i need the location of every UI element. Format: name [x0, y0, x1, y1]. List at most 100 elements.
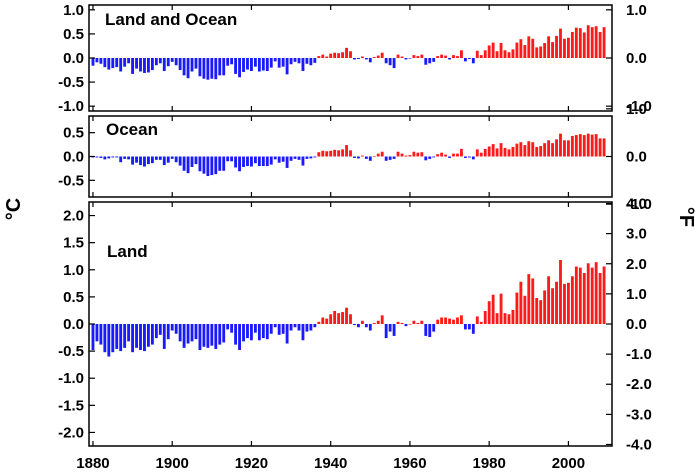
bar-1955	[388, 156, 392, 160]
bar-1880	[91, 58, 95, 66]
bar-1883	[103, 324, 107, 353]
bar-1943	[341, 312, 344, 324]
bar-1936	[313, 58, 317, 63]
right-tick-label: -4.0	[626, 436, 652, 453]
bar-1931	[293, 156, 297, 159]
bar-1890	[131, 58, 135, 74]
bar-1937	[317, 56, 321, 58]
bar-1887	[119, 156, 123, 163]
left-tick-label: -0.5	[58, 343, 84, 360]
bar-1956	[392, 156, 396, 159]
bar-1900	[170, 324, 174, 331]
bar-1881	[95, 156, 99, 158]
bar-1985	[507, 314, 511, 324]
bar-1882	[99, 324, 103, 345]
bar-1892	[139, 324, 142, 351]
bar-1934	[305, 324, 309, 332]
bar-1976	[471, 156, 475, 160]
bar-1929	[285, 58, 289, 75]
left-tick-label: 1.5	[63, 235, 84, 252]
bar-1975	[467, 58, 471, 59]
bar-1945	[349, 51, 352, 58]
bar-1893	[143, 324, 146, 352]
bar-1944	[345, 307, 348, 324]
bar-1916	[234, 156, 238, 168]
bar-1885	[111, 58, 115, 69]
bar-1999	[563, 140, 566, 157]
bar-1930	[289, 58, 293, 65]
bar-1883	[103, 58, 107, 68]
bar-1941	[333, 310, 337, 324]
bar-1973	[460, 50, 463, 58]
bar-1916	[234, 58, 238, 74]
bar-1969	[444, 55, 448, 58]
bar-1889	[127, 58, 131, 64]
bar-1906	[194, 156, 198, 165]
bar-2003	[578, 267, 582, 324]
bar-1957	[396, 321, 400, 324]
x-tick-label-1940: 1940	[314, 455, 347, 472]
bar-1968	[440, 152, 444, 157]
bar-1915	[230, 324, 234, 333]
panel-title-land-and-ocean: Land and Ocean	[105, 10, 237, 29]
bar-1979	[483, 148, 487, 157]
bar-1922	[257, 58, 261, 72]
left-tick-label: 0.5	[63, 26, 84, 43]
bar-1920	[250, 58, 253, 72]
left-tick-label: 1.0	[63, 2, 84, 19]
bar-1965	[428, 156, 432, 159]
bar-2006	[590, 267, 594, 324]
bar-1932	[297, 58, 301, 64]
bar-1991	[531, 142, 535, 157]
bar-2001	[570, 136, 574, 157]
right-tick-label: 1.0	[626, 101, 647, 118]
bar-2005	[586, 25, 590, 59]
bar-1971	[452, 153, 455, 157]
bar-1951	[372, 156, 376, 157]
bar-1989	[523, 295, 527, 324]
bar-1949	[364, 156, 368, 159]
bar-1906	[194, 324, 198, 340]
bar-1990	[527, 141, 531, 157]
left-tick-label: 1.0	[63, 262, 84, 279]
bar-1898	[162, 324, 166, 349]
bar-1949	[364, 324, 368, 328]
left-tick-label: 0.0	[63, 316, 84, 333]
bar-1896	[154, 58, 158, 66]
bar-1899	[166, 58, 170, 67]
bar-1908	[202, 58, 206, 79]
bar-1999	[563, 283, 566, 324]
bar-1977	[475, 316, 479, 324]
bar-1933	[301, 324, 305, 341]
bar-1893	[143, 156, 146, 167]
bar-1958	[400, 56, 404, 58]
bar-1940	[329, 314, 333, 324]
bar-1918	[242, 58, 245, 72]
right-tick-label: -1.0	[626, 98, 652, 115]
bar-1981	[491, 294, 495, 324]
bar-1905	[190, 58, 194, 72]
bar-1955	[388, 324, 392, 332]
bar-1952	[376, 55, 380, 58]
bar-1911	[214, 58, 218, 80]
bar-1926	[273, 156, 277, 160]
bar-1918	[242, 324, 245, 342]
bar-2008	[598, 31, 602, 58]
bar-1910	[210, 58, 214, 79]
bar-1993	[539, 146, 543, 157]
bar-1908	[202, 156, 206, 174]
bar-1903	[182, 324, 186, 348]
bar-1964	[424, 58, 428, 65]
bar-1966	[432, 156, 436, 158]
bar-1950	[368, 324, 372, 331]
bar-1898	[162, 156, 166, 166]
bar-1919	[246, 58, 249, 70]
bar-1978	[479, 55, 483, 58]
bar-1887	[119, 324, 123, 352]
bar-1895	[150, 156, 154, 164]
bar-1892	[139, 58, 142, 72]
bar-1889	[127, 156, 131, 160]
bar-1933	[301, 58, 305, 72]
bar-2009	[602, 138, 606, 157]
bar-1882	[99, 156, 103, 158]
